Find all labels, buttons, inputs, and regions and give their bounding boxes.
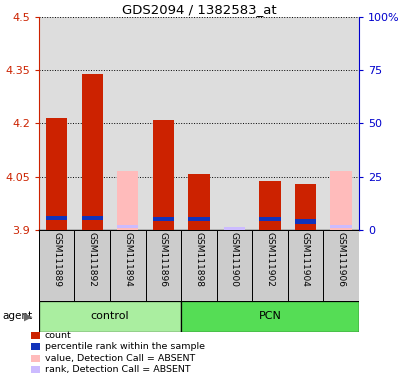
Text: rank, Detection Call = ABSENT: rank, Detection Call = ABSENT: [45, 365, 190, 374]
Bar: [287, 230, 322, 301]
Bar: [39, 301, 181, 331]
Bar: [117, 225, 138, 227]
Bar: [330, 225, 351, 227]
Bar: [81, 74, 103, 230]
Bar: [46, 118, 67, 230]
Bar: [181, 230, 216, 301]
Text: count: count: [45, 331, 71, 340]
Bar: [294, 184, 315, 230]
Bar: [46, 216, 67, 220]
Bar: [188, 217, 209, 221]
Bar: [258, 217, 280, 221]
Bar: [152, 217, 173, 221]
Text: GSM111894: GSM111894: [123, 232, 132, 287]
Text: GSM111900: GSM111900: [229, 232, 238, 288]
Bar: [110, 230, 145, 301]
Bar: [330, 171, 351, 230]
Bar: [152, 120, 173, 230]
Bar: [181, 301, 358, 331]
Text: GSM111889: GSM111889: [52, 232, 61, 288]
Text: PCN: PCN: [258, 311, 281, 321]
Text: GSM111904: GSM111904: [300, 232, 309, 287]
Text: GSM111892: GSM111892: [88, 232, 97, 287]
Text: ▶: ▶: [24, 311, 32, 321]
Bar: [74, 230, 110, 301]
Text: GSM111896: GSM111896: [158, 232, 167, 288]
Bar: [81, 216, 103, 220]
Text: agent: agent: [2, 311, 32, 321]
Text: GSM111898: GSM111898: [194, 232, 203, 288]
Text: GSM111906: GSM111906: [336, 232, 345, 288]
Bar: [223, 227, 245, 230]
Bar: [294, 219, 315, 224]
Bar: [188, 174, 209, 230]
Bar: [39, 230, 74, 301]
Text: GSM111902: GSM111902: [265, 232, 274, 287]
Text: value, Detection Call = ABSENT: value, Detection Call = ABSENT: [45, 354, 194, 363]
Text: percentile rank within the sample: percentile rank within the sample: [45, 342, 204, 351]
Bar: [145, 230, 181, 301]
Title: GDS2094 / 1382583_at: GDS2094 / 1382583_at: [121, 3, 276, 16]
Bar: [216, 230, 252, 301]
Bar: [252, 230, 287, 301]
Bar: [117, 171, 138, 230]
Bar: [322, 230, 358, 301]
Text: control: control: [90, 311, 129, 321]
Bar: [258, 181, 280, 230]
